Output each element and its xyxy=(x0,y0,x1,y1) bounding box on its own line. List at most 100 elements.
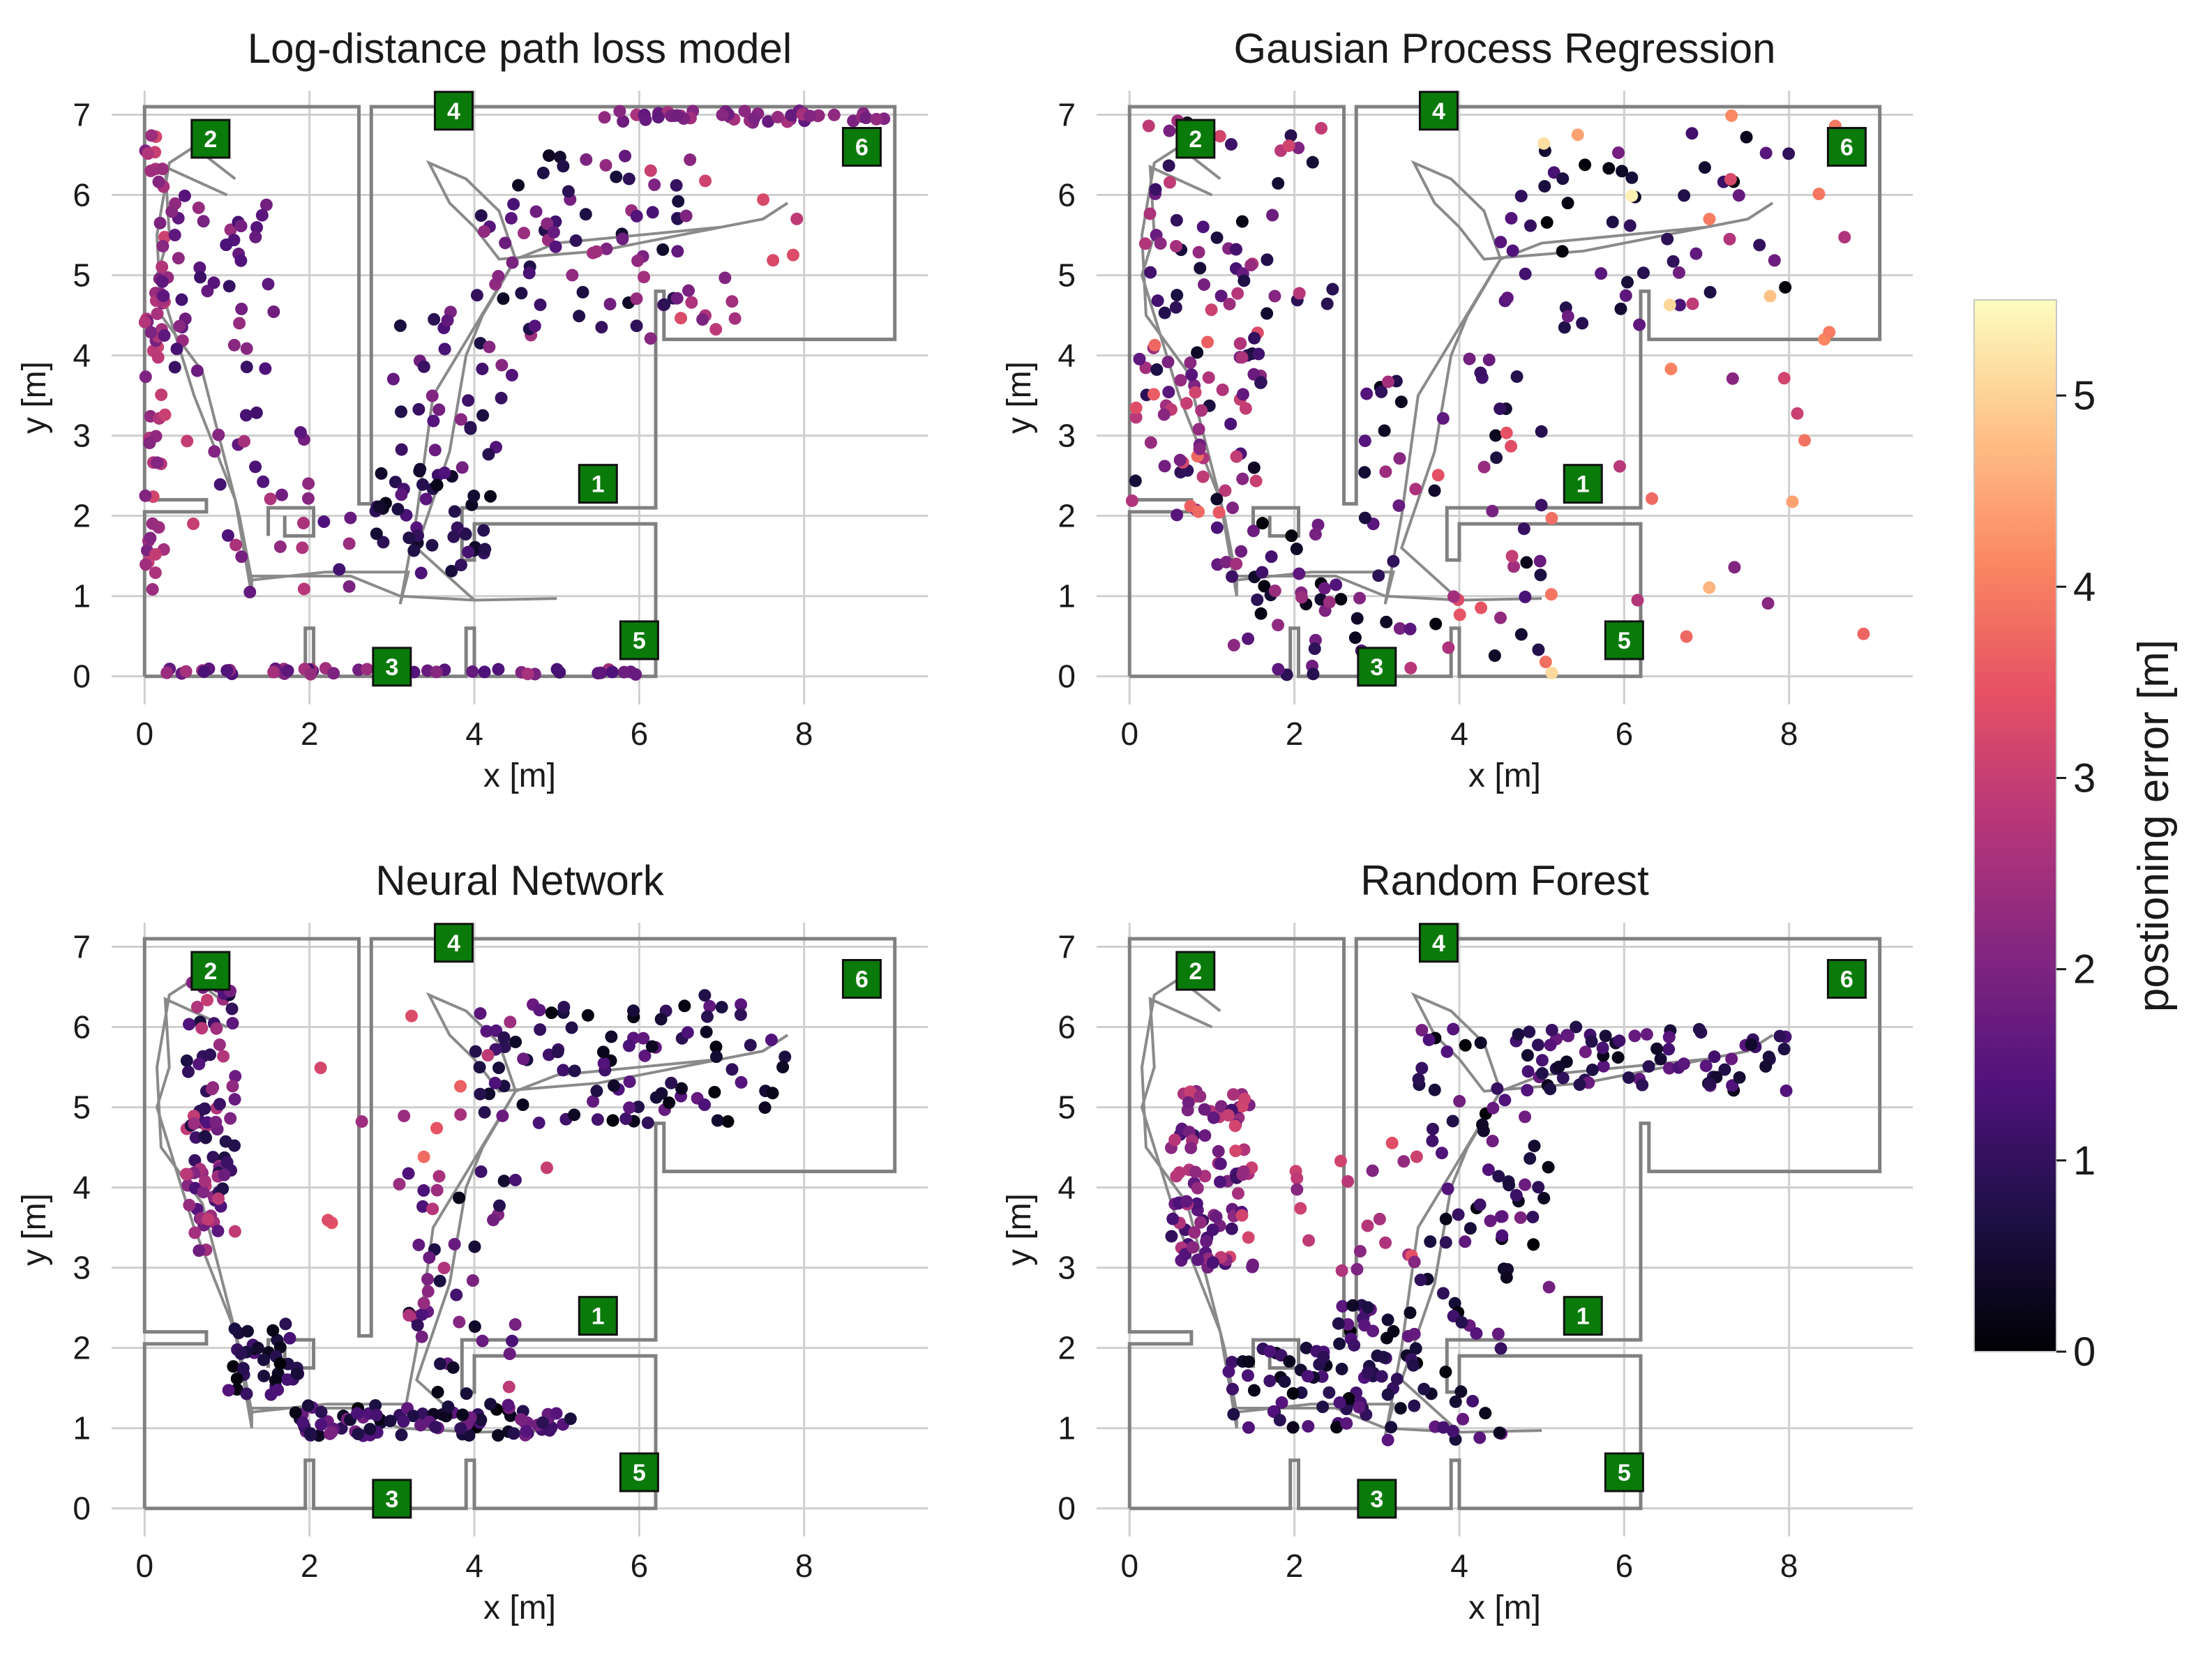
data-point xyxy=(728,312,742,325)
data-point xyxy=(540,1161,553,1174)
data-point xyxy=(405,1009,418,1022)
data-point xyxy=(1490,451,1503,464)
data-point xyxy=(194,271,207,284)
data-point xyxy=(453,1191,466,1204)
data-point xyxy=(564,1412,577,1426)
data-point xyxy=(1535,1054,1549,1067)
data-point xyxy=(423,1251,436,1264)
data-point xyxy=(1521,1049,1534,1062)
data-point xyxy=(632,1101,645,1114)
data-point xyxy=(641,1116,654,1129)
data-point xyxy=(460,1387,473,1400)
data-point xyxy=(1449,1395,1462,1408)
data-point xyxy=(217,1050,230,1063)
data-point xyxy=(430,1184,444,1197)
data-point xyxy=(644,332,657,345)
data-point xyxy=(411,1319,424,1332)
data-point xyxy=(229,1070,242,1083)
x-tick-label: 8 xyxy=(795,716,813,752)
data-point xyxy=(157,289,170,303)
scatter-points xyxy=(1164,1020,1793,1446)
data-point xyxy=(363,1423,377,1436)
data-point xyxy=(160,666,174,679)
data-point xyxy=(1212,1144,1225,1158)
data-point xyxy=(598,111,611,124)
data-point xyxy=(1637,266,1650,280)
data-point xyxy=(1184,1085,1197,1098)
data-point xyxy=(542,149,555,163)
data-point xyxy=(1777,1043,1791,1056)
data-point xyxy=(504,211,518,225)
data-point xyxy=(1680,630,1693,643)
room-label-2: 2 xyxy=(190,119,231,159)
data-point xyxy=(1442,641,1455,654)
data-point xyxy=(646,206,659,219)
y-tick-label: 3 xyxy=(1058,1250,1076,1286)
data-point xyxy=(638,271,651,284)
data-point xyxy=(476,1334,489,1347)
data-point xyxy=(240,1387,253,1400)
data-point xyxy=(1556,245,1569,258)
data-point xyxy=(468,1320,481,1334)
data-point xyxy=(786,248,799,262)
data-point xyxy=(195,1022,209,1035)
data-point xyxy=(562,185,575,198)
data-point xyxy=(1340,1417,1353,1430)
data-point xyxy=(262,278,275,291)
data-point xyxy=(1350,612,1364,625)
data-point xyxy=(1407,1359,1420,1372)
data-point xyxy=(1151,294,1164,308)
data-point xyxy=(426,389,439,402)
data-point xyxy=(209,1115,223,1128)
data-point xyxy=(1526,1211,1540,1224)
data-point xyxy=(1496,1229,1509,1242)
data-point xyxy=(515,287,528,300)
data-point xyxy=(1256,566,1269,579)
room-number: 5 xyxy=(633,628,646,654)
data-point xyxy=(198,1102,211,1115)
data-point xyxy=(259,198,273,211)
x-axis-label: x [m] xyxy=(483,1589,556,1626)
data-point xyxy=(1335,1264,1348,1277)
data-point xyxy=(517,1052,530,1066)
data-point xyxy=(1487,1101,1500,1115)
room-marker xyxy=(190,119,231,159)
data-point xyxy=(1261,253,1274,266)
data-point xyxy=(1798,434,1811,447)
panel-2: 0 2 4 6 8 0 1 2 3 4 5 6 7 Gausian Process Regression x… xyxy=(1001,25,1913,794)
data-point xyxy=(149,547,162,561)
data-point xyxy=(1740,130,1753,144)
data-point xyxy=(296,1416,310,1429)
data-point xyxy=(370,1408,383,1421)
data-point xyxy=(1283,1355,1296,1368)
data-point xyxy=(534,299,547,312)
data-point xyxy=(1780,1084,1793,1097)
data-point xyxy=(1242,1231,1255,1244)
data-point xyxy=(220,664,234,677)
room-marker xyxy=(372,647,412,687)
ground-truth-path xyxy=(155,145,789,605)
data-point xyxy=(426,1202,439,1216)
data-point xyxy=(1532,643,1545,656)
x-axis-label: x [m] xyxy=(1468,1589,1541,1626)
x-tick-label: 6 xyxy=(1616,1548,1634,1584)
data-point xyxy=(1361,1301,1374,1314)
floorplan-wall xyxy=(142,937,897,1511)
data-point xyxy=(283,1331,296,1345)
data-point xyxy=(1523,219,1537,232)
data-point xyxy=(1334,1154,1347,1168)
data-point xyxy=(1222,1365,1235,1378)
data-point xyxy=(1724,173,1737,186)
data-point xyxy=(1838,231,1851,244)
data-point xyxy=(1157,408,1171,421)
data-point xyxy=(1263,1375,1277,1388)
data-point xyxy=(1447,590,1460,603)
data-point xyxy=(1191,346,1204,359)
data-point xyxy=(1173,453,1187,467)
x-axis-label: x [m] xyxy=(483,757,556,794)
data-point xyxy=(1473,1431,1487,1444)
data-point xyxy=(1412,1073,1425,1086)
data-point xyxy=(1623,219,1637,232)
data-point xyxy=(1441,1182,1454,1195)
data-point xyxy=(1475,601,1488,614)
